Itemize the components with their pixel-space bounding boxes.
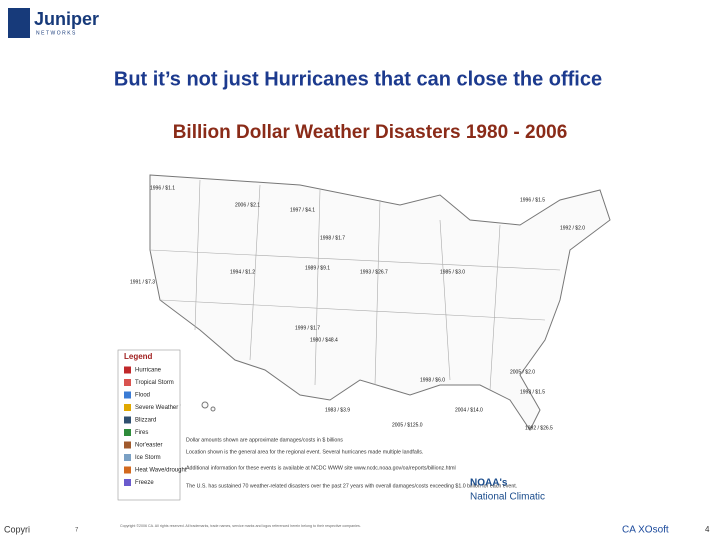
map-label: 1993 / $26.7 bbox=[360, 269, 388, 275]
map-label: 1993 / $1.5 bbox=[520, 389, 545, 395]
legend-label: Fires bbox=[135, 430, 148, 436]
map-label: 1983 / $3.9 bbox=[325, 407, 350, 413]
us-map bbox=[149, 174, 611, 431]
map-label: 1991 / $7.3 bbox=[130, 279, 155, 285]
hawaii bbox=[210, 406, 216, 412]
legend-icon bbox=[124, 479, 131, 486]
map-label: 1997 / $4.1 bbox=[290, 207, 315, 213]
footer-left: Copyri bbox=[4, 524, 30, 534]
map-label: 1998 / $1.7 bbox=[320, 235, 345, 241]
note: Dollar amounts shown are approximate dam… bbox=[186, 437, 343, 443]
legend-label: Ice Storm bbox=[135, 455, 161, 461]
map-label: 1980 / $48.4 bbox=[310, 337, 338, 343]
map-label: 2006 / $2.1 bbox=[235, 202, 260, 208]
logo-sub: NETWORKS bbox=[36, 30, 77, 36]
state-borders bbox=[149, 179, 561, 391]
footer-brand: CA XOsoft bbox=[622, 525, 669, 536]
map-label: 2005 / $125.0 bbox=[392, 422, 423, 428]
source: NOAA's bbox=[470, 478, 508, 489]
map-label: 1985 / $3.0 bbox=[440, 269, 465, 275]
legend-label: Tropical Storm bbox=[135, 380, 174, 386]
map-label: 1996 / $1.5 bbox=[520, 197, 545, 203]
map-label: 2005 / $2.0 bbox=[510, 369, 535, 375]
map-label: 1992 / $26.5 bbox=[525, 425, 553, 431]
logo: Juniper bbox=[34, 9, 99, 29]
logo-mark bbox=[8, 8, 30, 38]
legend-label: Hurricane bbox=[135, 368, 162, 374]
legend-label: Blizzard bbox=[135, 418, 156, 424]
note: Location shown is the general area for t… bbox=[186, 449, 423, 455]
slide-title: But it’s not just Hurricanes that can cl… bbox=[114, 68, 602, 90]
legend-label: Freeze bbox=[135, 480, 154, 486]
legend-label: Heat Wave/drought bbox=[135, 468, 187, 474]
map-label: 1994 / $1.2 bbox=[230, 269, 255, 275]
legend-box bbox=[117, 349, 181, 501]
legend-icon bbox=[124, 404, 131, 411]
map-label: 1998 / $6.0 bbox=[420, 377, 445, 383]
map-label: 2004 / $14.0 bbox=[455, 407, 483, 413]
map-label: 1999 / $1.7 bbox=[295, 325, 320, 331]
map-label: 1996 / $1.1 bbox=[150, 185, 175, 191]
footer-page-left: 7 bbox=[75, 528, 79, 534]
legend-label: Nor'easter bbox=[135, 443, 163, 449]
legend-label: Severe Weather bbox=[135, 405, 178, 411]
legend-icon bbox=[124, 466, 131, 474]
legend-icon bbox=[124, 441, 131, 449]
legend-label: Flood bbox=[135, 393, 150, 399]
note: Additional information for these events … bbox=[186, 465, 456, 471]
map-label: 1989 / $9.1 bbox=[305, 265, 330, 271]
legend-icon bbox=[124, 429, 131, 436]
hawaii bbox=[201, 401, 209, 409]
legend-icon bbox=[124, 454, 131, 461]
note: The U.S. has sustained 70 weather-relate… bbox=[186, 483, 517, 489]
legend-icon bbox=[124, 366, 131, 374]
map-label: 1992 / $2.0 bbox=[560, 225, 585, 231]
footer-page: 4 bbox=[705, 525, 710, 534]
legend-icon bbox=[124, 391, 131, 399]
legend-icon bbox=[124, 416, 131, 424]
source: National Climatic bbox=[470, 492, 545, 503]
legend-title: Legend bbox=[124, 352, 153, 361]
figure-title: Billion Dollar Weather Disasters 1980 - … bbox=[173, 122, 568, 143]
footer-copyright: Copyright ©2006 CA. All rights reserved.… bbox=[120, 524, 361, 528]
legend-icon bbox=[124, 379, 131, 386]
